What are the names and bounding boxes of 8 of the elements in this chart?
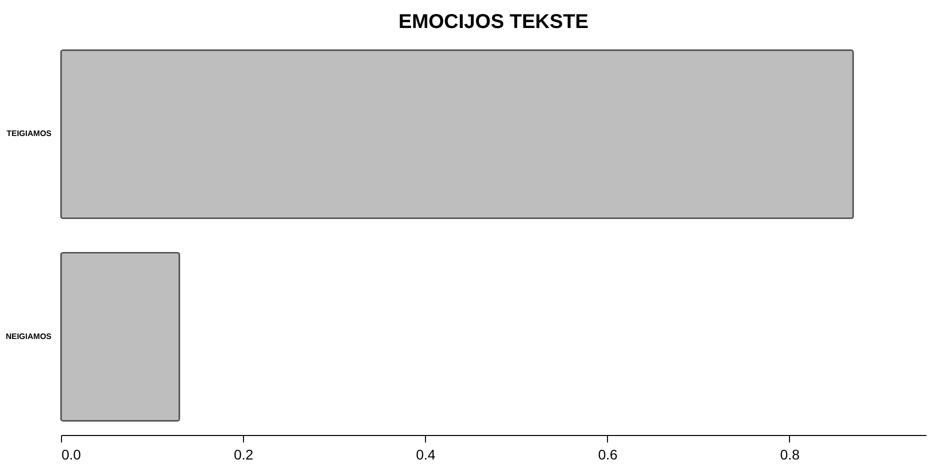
x-tick-label: 0.4 <box>416 446 436 462</box>
y-tick-label: TEIGIAMOS <box>6 129 52 138</box>
chart-title: EMOCIJOS TEKSTE <box>398 11 589 33</box>
x-tick-label: 0.8 <box>780 446 800 462</box>
x-tick-label: 0.6 <box>598 446 618 462</box>
x-tick-label: 0.2 <box>234 446 254 462</box>
x-tick-label: 0.0 <box>62 446 82 462</box>
y-tick-label: NEIGIAMOS <box>6 332 52 341</box>
